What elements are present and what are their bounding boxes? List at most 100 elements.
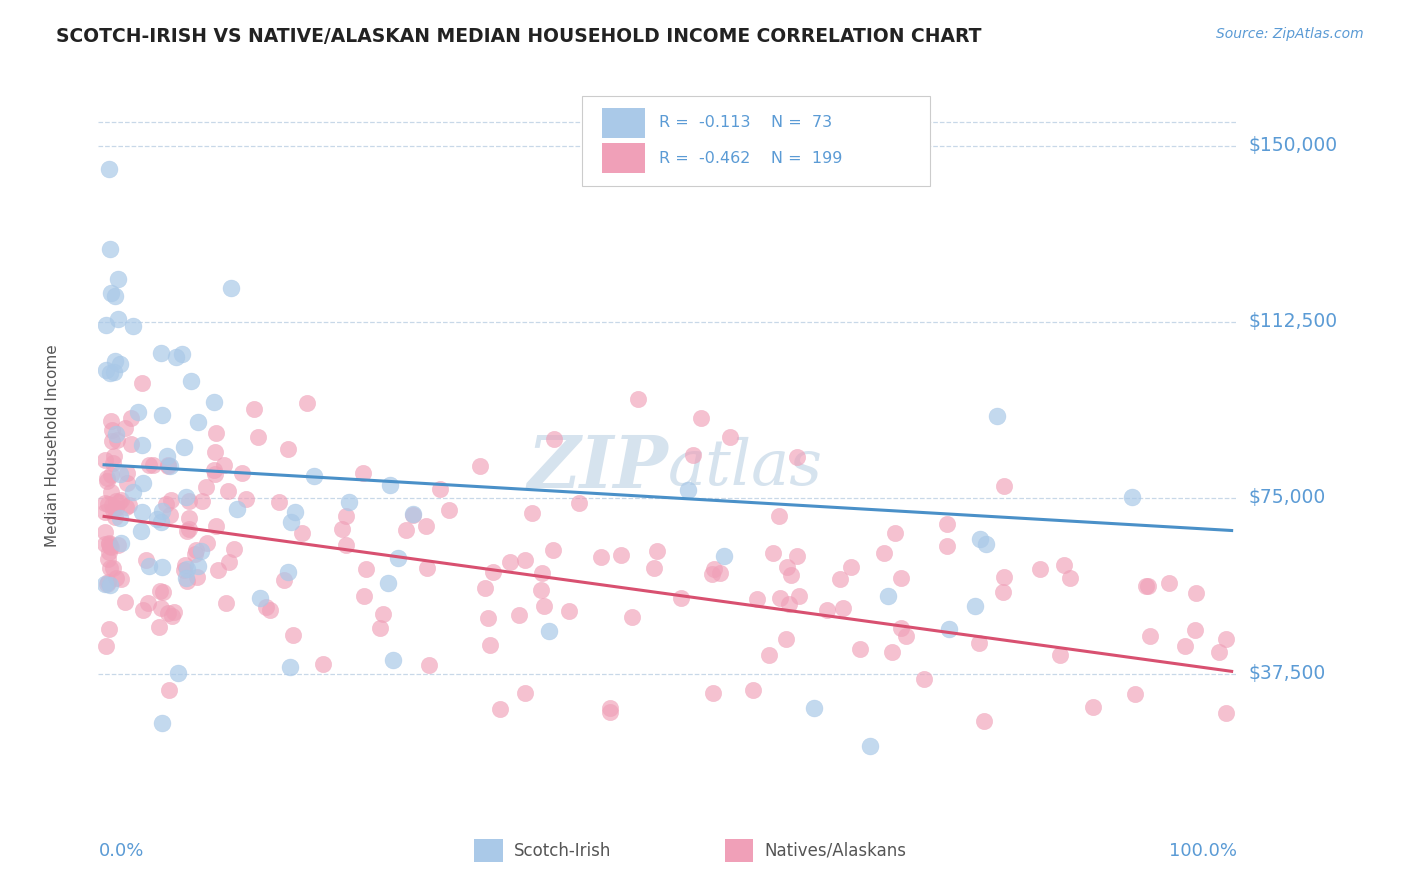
Point xyxy=(416,560,439,574)
Point xyxy=(967,636,990,650)
Point xyxy=(105,571,128,585)
Point xyxy=(803,701,825,715)
Point xyxy=(176,574,198,588)
Point xyxy=(97,552,120,566)
Text: atlas: atlas xyxy=(668,436,823,499)
Point xyxy=(533,599,555,614)
Point xyxy=(225,502,247,516)
Point xyxy=(859,739,882,754)
Point xyxy=(768,509,790,524)
Point xyxy=(146,512,169,526)
Point xyxy=(489,702,512,716)
Point xyxy=(599,700,621,714)
Point xyxy=(645,543,668,558)
Point xyxy=(437,503,460,517)
Point xyxy=(118,498,141,512)
Point xyxy=(643,561,665,575)
Point xyxy=(1215,706,1237,721)
Point xyxy=(830,572,852,586)
Point xyxy=(173,440,195,454)
Point xyxy=(101,434,124,448)
Point xyxy=(769,591,792,605)
Point xyxy=(969,533,991,547)
Point xyxy=(204,467,226,481)
Point xyxy=(108,511,131,525)
Point xyxy=(669,591,692,606)
Point xyxy=(174,490,197,504)
Point xyxy=(354,562,377,576)
Point xyxy=(114,421,136,435)
Point xyxy=(973,714,995,728)
Point xyxy=(965,599,987,613)
Point xyxy=(96,475,118,489)
Point xyxy=(700,567,723,582)
Point xyxy=(543,543,565,558)
Text: 100.0%: 100.0% xyxy=(1170,842,1237,860)
Point xyxy=(353,589,375,603)
Point xyxy=(231,466,253,480)
Point xyxy=(156,458,179,472)
Point xyxy=(762,546,785,560)
Point xyxy=(94,576,117,591)
Point xyxy=(815,603,838,617)
Text: Natives/Alaskans: Natives/Alaskans xyxy=(765,842,907,860)
Point xyxy=(682,449,704,463)
Point xyxy=(157,683,180,698)
Point xyxy=(936,516,959,531)
Point xyxy=(312,657,335,671)
Point xyxy=(254,599,277,614)
Point xyxy=(187,559,209,574)
Point xyxy=(108,467,131,481)
Point xyxy=(371,607,394,622)
Point xyxy=(96,576,118,591)
Point xyxy=(97,545,120,559)
Point xyxy=(508,607,530,622)
Point xyxy=(108,495,131,509)
Point xyxy=(277,442,299,456)
Point xyxy=(1215,632,1237,646)
Point xyxy=(98,578,121,592)
Point xyxy=(832,601,855,615)
Point xyxy=(912,672,935,686)
Point xyxy=(184,547,207,561)
Point xyxy=(131,376,153,390)
Text: $112,500: $112,500 xyxy=(1249,312,1337,331)
Point xyxy=(747,591,769,606)
Point xyxy=(170,347,193,361)
Point xyxy=(330,522,353,536)
Point xyxy=(558,604,581,618)
Bar xyxy=(474,839,503,862)
Point xyxy=(387,551,409,566)
Point xyxy=(530,582,553,597)
Point xyxy=(478,638,501,652)
Point xyxy=(709,566,731,580)
Point xyxy=(110,573,132,587)
Point xyxy=(202,394,225,409)
Point xyxy=(402,508,425,522)
Bar xyxy=(725,839,754,862)
Point xyxy=(104,509,127,524)
Point xyxy=(179,523,201,537)
Point xyxy=(935,539,957,553)
Point xyxy=(212,458,235,473)
Point xyxy=(142,458,165,473)
Point xyxy=(98,366,121,380)
Point xyxy=(218,555,240,569)
Point xyxy=(720,429,742,443)
Point xyxy=(176,562,198,576)
Point xyxy=(474,581,496,595)
Point xyxy=(152,585,174,599)
Point xyxy=(100,423,122,437)
Point xyxy=(98,536,121,550)
Point xyxy=(96,471,118,485)
Point xyxy=(107,312,129,326)
Point xyxy=(115,500,138,514)
Point xyxy=(418,658,440,673)
Point xyxy=(138,596,160,610)
Point xyxy=(530,566,553,581)
Point xyxy=(152,408,174,422)
Point xyxy=(775,632,797,647)
Point xyxy=(194,480,217,494)
Point xyxy=(249,591,271,606)
Point xyxy=(543,432,565,446)
